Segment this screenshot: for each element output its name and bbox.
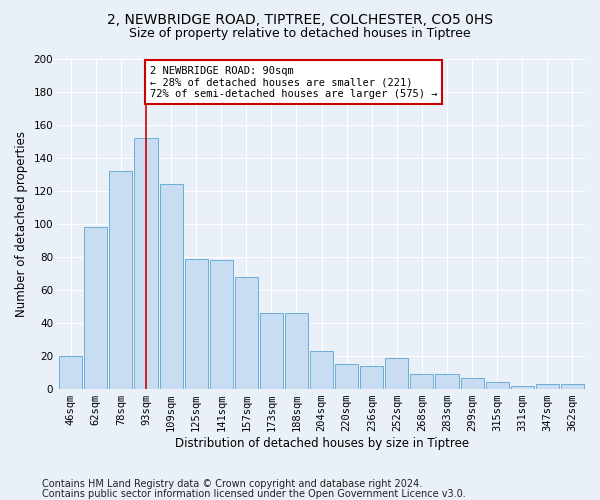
Bar: [209, 260, 233, 389]
Bar: [260, 313, 283, 389]
X-axis label: Distribution of detached houses by size in Tiptree: Distribution of detached houses by size …: [175, 437, 469, 450]
Bar: [436, 374, 458, 389]
Bar: [160, 184, 182, 389]
Bar: [109, 171, 133, 389]
Bar: [285, 313, 308, 389]
Text: Size of property relative to detached houses in Tiptree: Size of property relative to detached ho…: [129, 28, 471, 40]
Bar: [485, 382, 509, 389]
Bar: [235, 277, 258, 389]
Bar: [410, 374, 433, 389]
Bar: [536, 384, 559, 389]
Y-axis label: Number of detached properties: Number of detached properties: [15, 131, 28, 317]
Text: 2 NEWBRIDGE ROAD: 90sqm
← 28% of detached houses are smaller (221)
72% of semi-d: 2 NEWBRIDGE ROAD: 90sqm ← 28% of detache…: [150, 66, 437, 99]
Bar: [310, 351, 333, 389]
Bar: [84, 228, 107, 389]
Text: 2, NEWBRIDGE ROAD, TIPTREE, COLCHESTER, CO5 0HS: 2, NEWBRIDGE ROAD, TIPTREE, COLCHESTER, …: [107, 12, 493, 26]
Bar: [385, 358, 409, 389]
Bar: [461, 378, 484, 389]
Text: Contains public sector information licensed under the Open Government Licence v3: Contains public sector information licen…: [42, 489, 466, 499]
Bar: [511, 386, 534, 389]
Bar: [59, 356, 82, 389]
Bar: [134, 138, 158, 389]
Bar: [360, 366, 383, 389]
Text: Contains HM Land Registry data © Crown copyright and database right 2024.: Contains HM Land Registry data © Crown c…: [42, 479, 422, 489]
Bar: [335, 364, 358, 389]
Bar: [185, 258, 208, 389]
Bar: [561, 384, 584, 389]
